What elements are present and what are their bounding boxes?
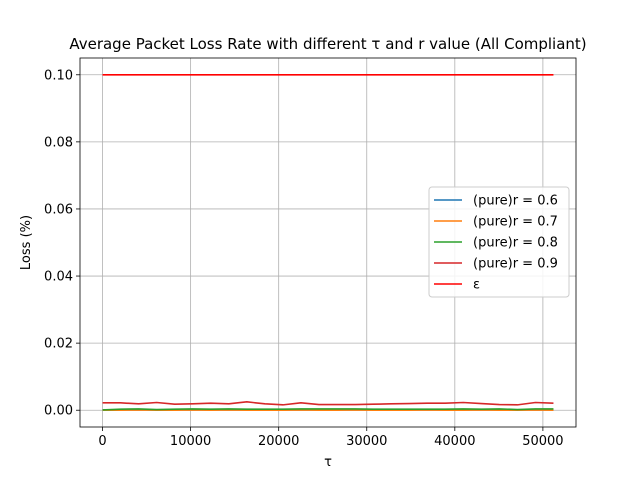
series-lines	[102, 73, 554, 412]
x-tick-label: 10000	[170, 434, 211, 449]
legend-box	[428, 186, 570, 298]
legend-label: (pure)r = 0.7	[473, 215, 558, 230]
legend: (pure)r = 0.6 (pure)r = 0.7 (pure)r = 0.8 (…	[428, 186, 570, 298]
legend-label: (pure)r = 0.8	[473, 236, 558, 251]
y-tick-label: 0.04	[44, 270, 73, 285]
y-tick-label: 0.10	[44, 68, 73, 83]
legend-label: (pure)r = 0.9	[473, 257, 558, 272]
x-tick-label: 20000	[258, 434, 299, 449]
x-axis-label: τ	[324, 455, 332, 470]
x-tick-label: 50000	[522, 434, 563, 449]
y-tick-label: 0.08	[44, 135, 73, 150]
x-tick-label: 30000	[346, 434, 387, 449]
series-line	[102, 401, 554, 406]
y-axis-ticks: 0.00 0.02 0.04 0.06 0.08 0.10	[44, 68, 80, 419]
chart-title: Average Packet Loss Rate with different …	[69, 35, 586, 53]
x-axis-ticks: 0 10000 20000 30000 40000 50000	[98, 427, 564, 449]
y-tick-label: 0.00	[44, 404, 73, 419]
legend-label: ε	[473, 278, 480, 293]
y-tick-label: 0.06	[44, 202, 73, 217]
plot-frame	[79, 57, 577, 428]
y-axis-label: Loss (%)	[19, 215, 34, 270]
series-line	[102, 408, 554, 411]
y-tick-label: 0.02	[44, 337, 73, 352]
legend-label: (pure)r = 0.6	[473, 194, 558, 209]
x-tick-label: 0	[98, 434, 106, 449]
x-tick-label: 40000	[434, 434, 475, 449]
